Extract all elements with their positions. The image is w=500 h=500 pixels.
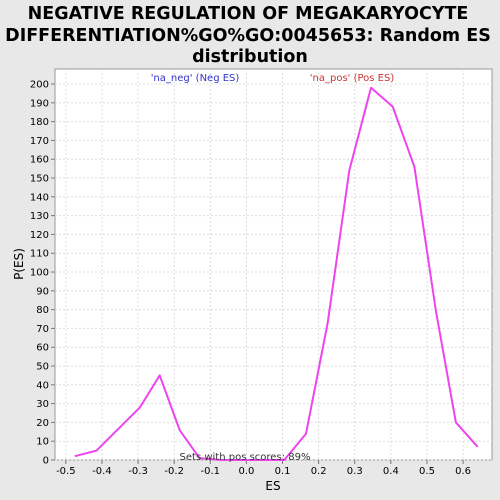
pos-scores-annotation: Sets with pos scores: 89% [180,452,311,463]
x-tick-label: 0.0 [238,466,254,477]
x-tick-label: -0.4 [92,466,112,477]
y-tick-label: 140 [30,192,49,203]
x-tick-label: -0.1 [201,466,221,477]
x-tick-label: 0.2 [311,466,327,477]
x-tick-label: 0.5 [419,466,435,477]
y-tick-label: 30 [36,399,49,410]
plot-area [54,68,493,461]
y-tick-label: 60 [36,343,49,354]
y-tick-label: 90 [36,286,49,297]
x-tick-label: 0.1 [275,466,291,477]
y-tick-label: 200 [30,80,49,91]
x-tick-label: -0.5 [56,466,76,477]
y-axis-label: P(ES) [12,248,26,280]
pos-es-label: 'na_pos' (Pos ES) [310,73,395,84]
y-tick-label: 70 [36,324,49,335]
y-tick-label: 10 [36,437,49,448]
neg-es-label: 'na_neg' (Neg ES) [151,73,240,84]
y-tick-label: 80 [36,305,49,316]
x-tick-label: 0.3 [347,466,363,477]
y-tick-label: 170 [30,136,49,147]
y-tick-label: 120 [30,230,49,241]
y-tick-label: 190 [30,98,49,109]
x-tick-label: 0.4 [383,466,399,477]
chart-title-line-3: distribution [192,47,308,67]
chart-title-line-1: NEGATIVE REGULATION OF MEGAKARYOCYTE [28,4,469,24]
x-tick-label: 0.6 [455,466,471,477]
x-axis-label: ES [265,479,280,493]
y-tick-label: 100 [30,268,49,279]
series-layer [74,86,479,461]
chart-title-line-2: DIFFERENTIATION%GO%GO:0045653: Random ES [5,26,491,46]
x-tick-label: -0.3 [128,466,148,477]
y-tick-label: 180 [30,117,49,128]
series-line [74,86,479,461]
grid [55,69,492,461]
y-tick-label: 150 [30,174,49,185]
y-tick-label: 50 [36,362,49,373]
y-tick-label: 40 [36,380,49,391]
y-tick-label: 160 [30,155,49,166]
y-tick-label: 20 [36,418,49,429]
axes: 0 10 20 30 40 50 60 70 80 90 100 110 120 130 140 150 160… [30,80,471,477]
y-tick-label: 130 [30,211,49,222]
x-tick-label: -0.2 [164,466,184,477]
y-tick-label: 110 [30,249,49,260]
y-tick-label: 0 [43,456,49,467]
